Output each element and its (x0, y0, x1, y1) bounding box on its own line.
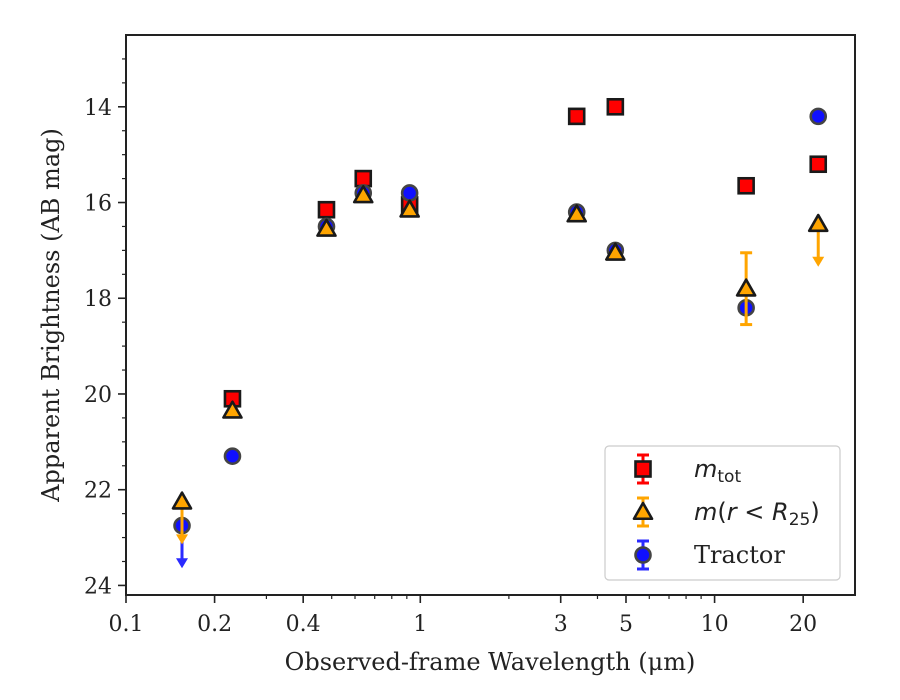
legend-marker-triangle (632, 501, 654, 521)
legend-marker-square (634, 460, 652, 478)
legend-label-tractor: Tractor (694, 541, 785, 569)
x-tick-label: 5 (619, 612, 633, 637)
ticks-layer: 0.1 0.2 0.4 1 3 5 10 20 14 16 18 20 22 24 (84, 58, 817, 637)
y-tick-label: 14 (84, 96, 112, 121)
legend-marker-circle (634, 546, 652, 564)
data-layer (171, 97, 829, 569)
mr25-point (807, 213, 829, 233)
mr25-point (316, 218, 337, 237)
y-tick-label: 18 (84, 287, 112, 312)
mtot-point (567, 107, 586, 126)
plot-frame (125, 34, 856, 596)
y-tick-label: 24 (84, 574, 112, 599)
x-tick-label: 1 (413, 612, 427, 637)
tractor-point (223, 447, 242, 465)
mtot-point (809, 155, 828, 174)
mr25-point (171, 491, 193, 510)
mtot-point (606, 97, 625, 116)
mr25-point (735, 278, 757, 297)
mr25-point (605, 242, 626, 261)
y-tick-label: 16 (84, 192, 112, 217)
series-triangle (171, 185, 829, 545)
tractor-point (809, 107, 828, 126)
x-tick-label: 3 (554, 612, 568, 637)
mr25-point (222, 400, 243, 419)
legend-label-mr25: m(r < R25) (694, 498, 820, 530)
mr25-point (399, 199, 420, 218)
mtot-point (317, 200, 336, 219)
mtot-point (737, 176, 755, 195)
tractor-point-upper-limit-head (176, 558, 189, 569)
legend-frame (604, 445, 841, 581)
series-square (223, 97, 828, 408)
mr25-point-upper-limit-head (812, 256, 825, 267)
y-tick-label: 22 (84, 479, 112, 504)
mr25-point (352, 185, 374, 204)
mr25-point-upper-limit-head (176, 534, 189, 545)
x-tick-label: 10 (701, 612, 729, 637)
mr25-point (566, 204, 588, 223)
tractor-point (400, 184, 419, 202)
legend: mtot m(r < R25) Tractor (604, 445, 841, 581)
legend-items: mtot m(r < R25) Tractor (632, 453, 820, 571)
x-tick-label: 0.1 (109, 612, 144, 637)
y-tick-label: 20 (84, 383, 112, 408)
x-tick-label: 0.2 (197, 612, 232, 637)
x-axis-label: Observed-frame Wavelength (μm) (285, 648, 696, 676)
x-tick-label: 20 (789, 612, 817, 637)
legend-label-mtot: mtot (694, 455, 741, 487)
mtot-point (354, 169, 373, 188)
y-axis-label: Apparent Brightness (AB mag) (37, 128, 65, 503)
x-tick-label: 0.4 (286, 612, 321, 637)
